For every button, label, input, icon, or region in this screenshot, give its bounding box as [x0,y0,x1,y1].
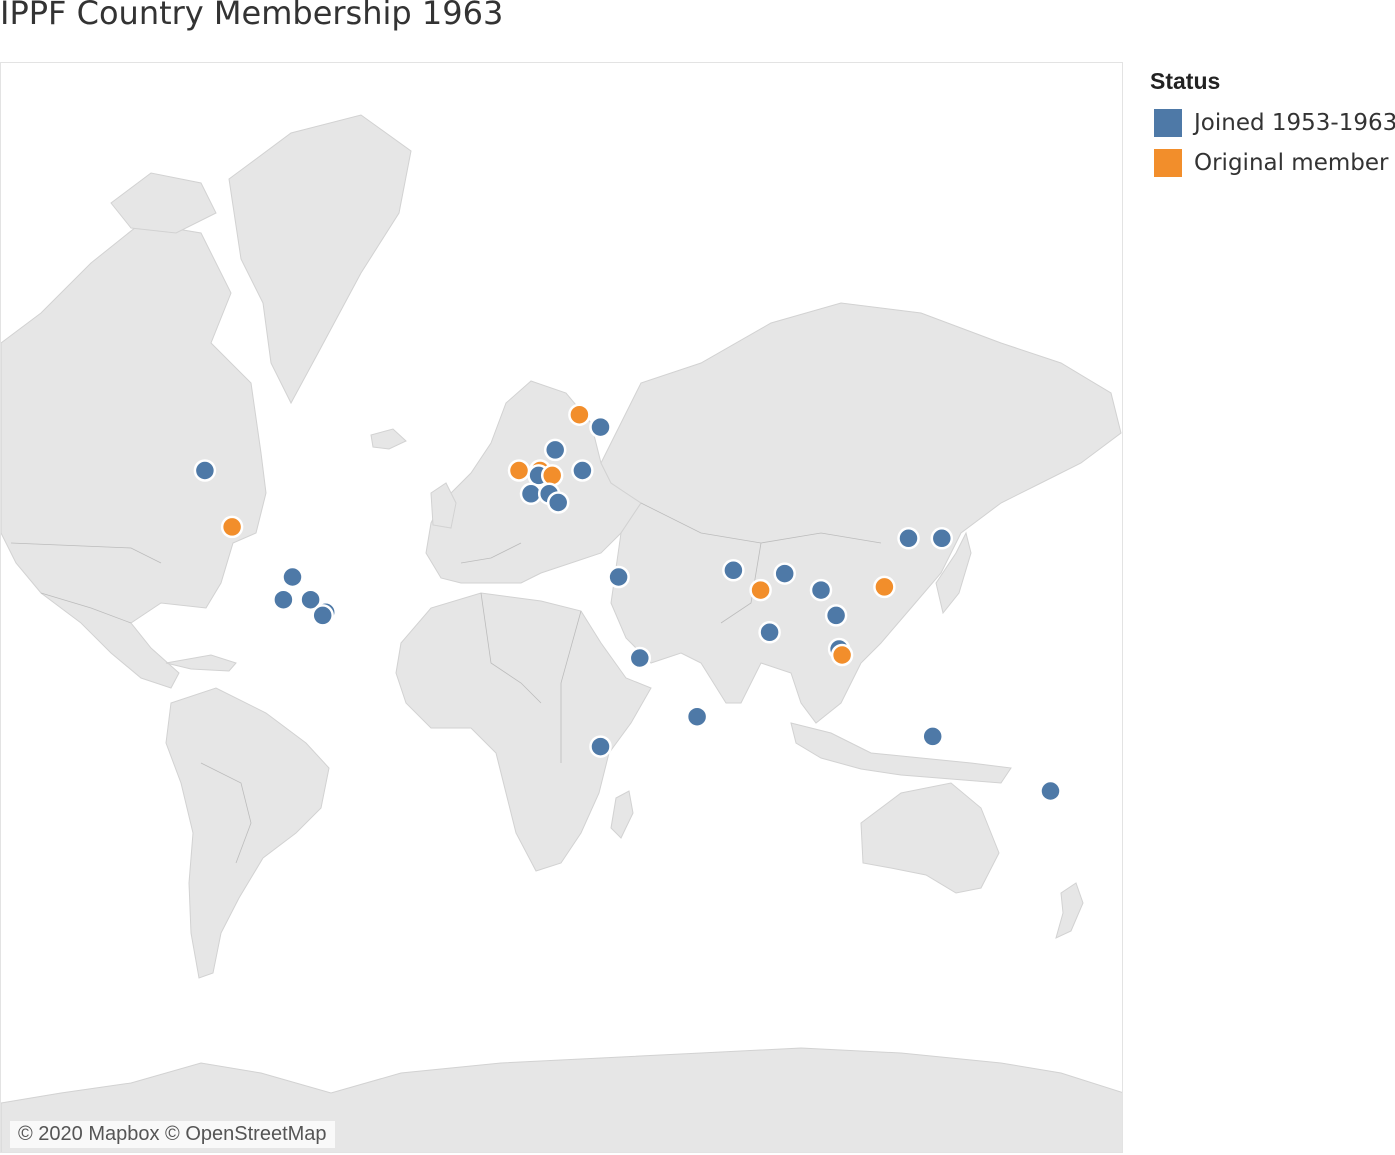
map-point-joined-17[interactable] [546,491,570,514]
map-title: IPPF Country Membership 1963 [0,0,504,32]
map-point-joined-18[interactable] [607,565,630,589]
legend-label-joined: Joined 1953-1963 [1194,110,1395,136]
map-point-joined-20[interactable] [589,735,612,758]
basemap-land [1,114,1122,1152]
map-point-joined-22[interactable] [722,559,745,582]
map-point-joined-32[interactable] [930,527,954,550]
legend: Status Joined 1953-1963 Original member [1150,68,1395,183]
landmass-north-america [1,222,267,689]
map-point-joined-27[interactable] [824,604,848,627]
map-point-joined-31[interactable] [897,527,920,550]
map-point-original-7[interactable] [568,403,591,426]
landmass-arctic-islands [110,172,217,234]
map-point-joined-14[interactable] [571,459,594,482]
landmass-madagascar [610,790,634,839]
map-point-original-10[interactable] [507,459,531,482]
map-point-original-23[interactable] [749,578,772,602]
world-map[interactable] [1,63,1123,1153]
map-canvas[interactable]: © 2020 Mapbox © OpenStreetMap [0,62,1123,1153]
map-point-original-13[interactable] [540,464,564,487]
map-point-joined-8[interactable] [589,415,612,439]
basemap-borders [10,502,882,864]
map-point-joined-9[interactable] [543,438,567,462]
legend-label-original: Original member [1194,150,1389,176]
map-point-joined-19[interactable] [628,646,652,670]
landmass-maritime-asia [790,722,1012,784]
map-point-joined-3[interactable] [272,588,295,611]
landmass-caribbean [165,654,237,672]
map-point-joined-0[interactable] [193,459,217,482]
legend-swatch-joined [1154,109,1182,137]
legend-swatch-original [1154,149,1182,177]
landmass-greenland [228,114,412,405]
map-point-joined-25[interactable] [773,562,796,585]
map-attribution[interactable]: © 2020 Mapbox © OpenStreetMap [10,1121,335,1148]
landmass-british-isles [430,482,457,529]
map-point-original-30[interactable] [873,575,896,599]
landmass-africa [395,592,652,872]
landmass-new-zealand [1055,882,1084,939]
map-point-joined-6[interactable] [311,604,334,627]
landmass-japan [935,531,972,615]
legend-title: Status [1150,68,1221,94]
map-point-joined-33[interactable] [921,725,944,748]
map-point-original-29[interactable] [830,643,854,667]
map-point-joined-4[interactable] [299,588,322,611]
membership-points [193,403,1062,803]
legend-item-joined[interactable]: Joined 1953-1963 [1150,103,1395,143]
map-point-joined-2[interactable] [281,565,304,589]
map-point-joined-34[interactable] [1039,779,1062,803]
landmass-iceland [370,428,407,450]
map-point-joined-21[interactable] [685,705,709,728]
legend-item-original[interactable]: Original member [1150,143,1395,183]
landmass-australia [860,782,1000,894]
landmass-asia [600,302,1122,724]
map-point-joined-26[interactable] [809,578,833,602]
map-point-original-1[interactable] [220,515,244,539]
map-point-joined-24[interactable] [758,621,781,644]
